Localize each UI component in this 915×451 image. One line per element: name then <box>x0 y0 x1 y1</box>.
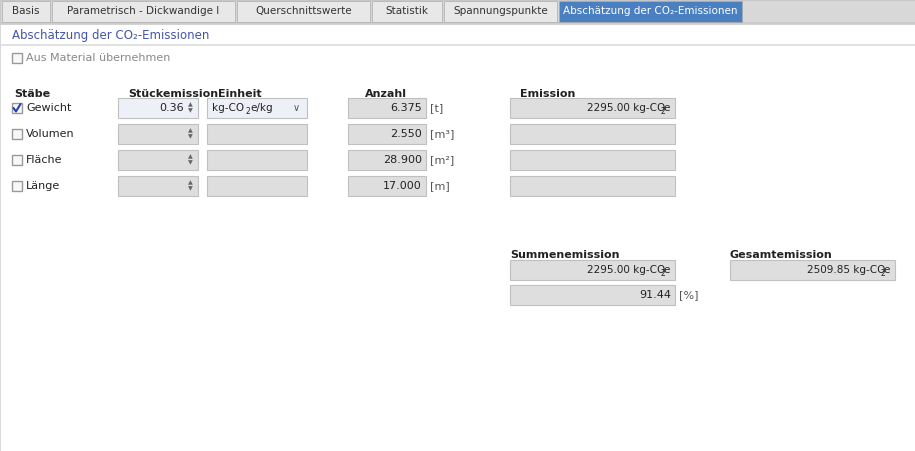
Bar <box>559 1 742 22</box>
Text: Basis: Basis <box>12 6 39 16</box>
Bar <box>0 44 915 45</box>
Bar <box>207 98 307 118</box>
Text: Länge: Länge <box>26 181 60 191</box>
Text: ▲: ▲ <box>188 155 193 160</box>
Bar <box>510 260 675 280</box>
Text: Fläche: Fläche <box>26 155 62 165</box>
Text: ▼: ▼ <box>188 109 193 114</box>
Text: e: e <box>663 103 670 113</box>
Bar <box>730 260 895 280</box>
Bar <box>207 124 307 144</box>
Text: e: e <box>884 265 890 275</box>
Bar <box>2 1 50 22</box>
Text: [m]: [m] <box>430 181 450 191</box>
Text: [m³]: [m³] <box>430 129 455 139</box>
Bar <box>510 176 675 196</box>
Text: Anzahl: Anzahl <box>365 89 407 99</box>
Bar <box>12 181 22 191</box>
Bar <box>12 103 22 113</box>
Text: 2: 2 <box>661 268 665 277</box>
Text: ▲: ▲ <box>188 129 193 133</box>
Text: Gewicht: Gewicht <box>26 103 71 113</box>
Text: 2: 2 <box>661 106 665 115</box>
Bar <box>372 1 442 22</box>
Bar <box>118 124 198 144</box>
Text: ▼: ▼ <box>188 187 193 192</box>
Bar <box>0 22 915 24</box>
Text: Emission: Emission <box>520 89 576 99</box>
Text: ▲: ▲ <box>188 180 193 185</box>
Text: Gesamtemission: Gesamtemission <box>730 250 833 260</box>
Text: [%]: [%] <box>679 290 698 300</box>
Text: 28.900: 28.900 <box>383 155 422 165</box>
Bar <box>510 150 675 170</box>
Bar <box>118 176 198 196</box>
Bar <box>118 150 198 170</box>
Bar <box>12 53 22 63</box>
Text: 17.000: 17.000 <box>383 181 422 191</box>
Text: Aus Material übernehmen: Aus Material übernehmen <box>26 53 170 63</box>
Bar <box>118 98 198 118</box>
Text: Spannungspunkte: Spannungspunkte <box>453 6 548 16</box>
Text: ▼: ▼ <box>188 134 193 139</box>
Text: Abschätzung der CO₂-Emissionen: Abschätzung der CO₂-Emissionen <box>564 6 737 16</box>
Bar <box>348 176 426 196</box>
Text: [t]: [t] <box>430 103 443 113</box>
Text: Summenemission: Summenemission <box>510 250 619 260</box>
Text: kg-CO: kg-CO <box>212 103 244 113</box>
Text: 6.375: 6.375 <box>391 103 422 113</box>
Text: 2295.00 kg-CO: 2295.00 kg-CO <box>587 265 665 275</box>
Bar <box>207 176 307 196</box>
Text: ▲: ▲ <box>188 102 193 107</box>
Bar <box>348 98 426 118</box>
Bar <box>348 124 426 144</box>
Bar <box>510 124 675 144</box>
Text: 2509.85 kg-CO: 2509.85 kg-CO <box>807 265 885 275</box>
Bar <box>52 1 235 22</box>
Text: 91.44: 91.44 <box>639 290 671 300</box>
Text: ∨: ∨ <box>293 103 300 113</box>
Text: Stückemission: Stückemission <box>128 89 218 99</box>
Text: e: e <box>663 265 670 275</box>
Text: e/kg: e/kg <box>250 103 273 113</box>
Text: 0.36: 0.36 <box>159 103 184 113</box>
Bar <box>348 150 426 170</box>
Text: Statistik: Statistik <box>385 6 428 16</box>
Bar <box>12 155 22 165</box>
Text: ▼: ▼ <box>188 161 193 166</box>
Text: Stäbe: Stäbe <box>14 89 50 99</box>
Text: Einheit: Einheit <box>218 89 262 99</box>
Text: 2: 2 <box>245 106 250 115</box>
Text: Volumen: Volumen <box>26 129 75 139</box>
Text: Querschnittswerte: Querschnittswerte <box>255 6 351 16</box>
Text: 2.550: 2.550 <box>391 129 422 139</box>
Text: Abschätzung der CO₂-Emissionen: Abschätzung der CO₂-Emissionen <box>12 29 210 42</box>
Text: 2: 2 <box>880 268 885 277</box>
Bar <box>12 129 22 139</box>
Text: [m²]: [m²] <box>430 155 454 165</box>
Bar <box>237 1 370 22</box>
Bar <box>0 0 915 22</box>
Text: Parametrisch - Dickwandige I: Parametrisch - Dickwandige I <box>68 6 220 16</box>
Text: 2295.00 kg-CO: 2295.00 kg-CO <box>587 103 665 113</box>
Bar <box>207 150 307 170</box>
Bar <box>444 1 557 22</box>
Bar <box>510 285 675 305</box>
Bar <box>510 98 675 118</box>
